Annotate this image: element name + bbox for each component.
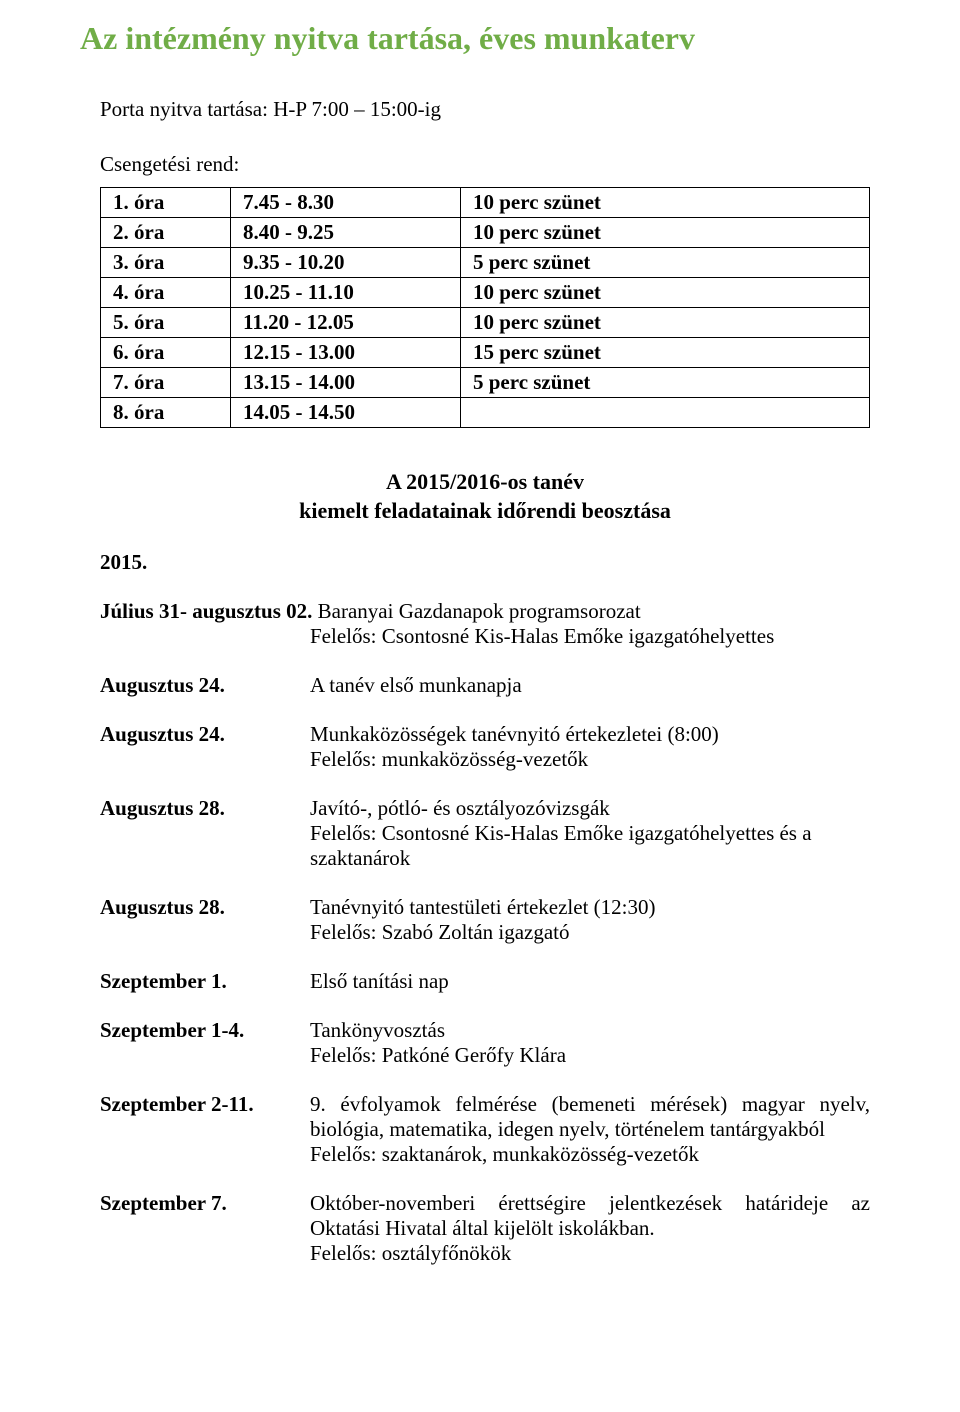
schedule-break: 15 perc szünet: [461, 338, 870, 368]
event-date: Augusztus 28.: [100, 895, 310, 969]
schedule-break: 5 perc szünet: [461, 248, 870, 278]
event-desc-line: Felelős: szaktanárok, munkaközösség-veze…: [310, 1142, 699, 1166]
event-date: Augusztus 24.: [100, 673, 310, 722]
schedule-time: 10.25 - 11.10: [231, 278, 461, 308]
schedule-period: 2. óra: [101, 218, 231, 248]
schedule-break: 5 perc szünet: [461, 368, 870, 398]
schedule-break: [461, 398, 870, 428]
event-desc: Javító-, pótló- és osztályozóvizsgákFele…: [310, 796, 870, 895]
schedule-time: 13.15 - 14.00: [231, 368, 461, 398]
schedule-time: 7.45 - 8.30: [231, 188, 461, 218]
schedule-time: 14.05 - 14.50: [231, 398, 461, 428]
event-desc-line: Felelős: Csontosné Kis-Halas Emőke igazg…: [310, 624, 774, 648]
schedule-time: 8.40 - 9.25: [231, 218, 461, 248]
event-desc-line: Felelős: Patkóné Gerőfy Klára: [310, 1043, 566, 1067]
schedule-table: 1. óra7.45 - 8.3010 perc szünet2. óra8.4…: [100, 187, 870, 428]
event-desc: Tanévnyitó tantestületi értekezlet (12:3…: [310, 895, 870, 969]
schedule-row: 3. óra9.35 - 10.205 perc szünet: [101, 248, 870, 278]
event-desc-line: Október-novemberi érettségire jelentkezé…: [310, 1191, 870, 1240]
schedule-period: 4. óra: [101, 278, 231, 308]
subheading: A 2015/2016-os tanév kiemelt feladataina…: [100, 468, 870, 525]
event-row: Szeptember 7.Október-novemberi érettségi…: [100, 1191, 870, 1290]
event-row: Augusztus 28.Tanévnyitó tantestületi ért…: [100, 895, 870, 969]
schedule-break: 10 perc szünet: [461, 218, 870, 248]
schedule-row: 6. óra12.15 - 13.0015 perc szünet: [101, 338, 870, 368]
schedule-break: 10 perc szünet: [461, 308, 870, 338]
schedule-period: 1. óra: [101, 188, 231, 218]
event-desc: TankönyvosztásFelelős: Patkóné Gerőfy Kl…: [310, 1018, 870, 1092]
event-row: Augusztus 28.Javító-, pótló- és osztályo…: [100, 796, 870, 895]
event-desc-line: Első tanítási nap: [310, 969, 449, 993]
event-date: Augusztus 28.: [100, 796, 310, 895]
event-desc-line: Tankönyvosztás: [310, 1018, 445, 1042]
event-row: Augusztus 24.Munkaközösségek tanévnyitó …: [100, 722, 870, 796]
event-date: Szeptember 2-11.: [100, 1092, 310, 1191]
event-desc-line: Felelős: osztályfőnökök: [310, 1241, 511, 1265]
schedule-row: 4. óra10.25 - 11.1010 perc szünet: [101, 278, 870, 308]
event-desc-line: A tanév első munkanapja: [310, 673, 522, 697]
page-title: Az intézmény nyitva tartása, éves munkat…: [80, 20, 870, 57]
event-date: Szeptember 1.: [100, 969, 310, 1018]
event-row: Szeptember 1-4.TankönyvosztásFelelős: Pa…: [100, 1018, 870, 1092]
event-desc-line: 9. évfolyamok felmérése (bemeneti mérése…: [310, 1092, 870, 1141]
schedule-row: 2. óra8.40 - 9.2510 perc szünet: [101, 218, 870, 248]
schedule-time: 11.20 - 12.05: [231, 308, 461, 338]
event-row: Július 31- augusztus 02. Baranyai Gazdan…: [100, 599, 870, 673]
event-date: Szeptember 7.: [100, 1191, 310, 1290]
schedule-period: 8. óra: [101, 398, 231, 428]
event-desc: Első tanítási nap: [310, 969, 870, 1018]
event-desc-line: Javító-, pótló- és osztályozóvizsgák: [310, 796, 610, 820]
schedule-period: 7. óra: [101, 368, 231, 398]
event-row: Szeptember 1.Első tanítási nap: [100, 969, 870, 1018]
event-row: Szeptember 2-11.9. évfolyamok felmérése …: [100, 1092, 870, 1191]
event-desc-line: Munkaközösségek tanévnyitó értekezletei …: [310, 722, 719, 746]
porta-text: Porta nyitva tartása: H-P 7:00 – 15:00-i…: [100, 97, 870, 122]
event-row: Augusztus 24.A tanév első munkanapja: [100, 673, 870, 722]
event-desc: A tanév első munkanapja: [310, 673, 870, 722]
event-desc: 9. évfolyamok felmérése (bemeneti mérése…: [310, 1092, 870, 1191]
schedule-row: 1. óra7.45 - 8.3010 perc szünet: [101, 188, 870, 218]
csengetesi-label: Csengetési rend:: [100, 152, 870, 177]
event-date: Augusztus 24.: [100, 722, 310, 796]
event-desc-line: Felelős: Szabó Zoltán igazgató: [310, 920, 570, 944]
events-table: 2015.Július 31- augusztus 02. Baranyai G…: [100, 550, 870, 1290]
event-desc: Október-novemberi érettségire jelentkezé…: [310, 1191, 870, 1290]
schedule-break: 10 perc szünet: [461, 278, 870, 308]
schedule-break: 10 perc szünet: [461, 188, 870, 218]
schedule-period: 5. óra: [101, 308, 231, 338]
event-desc-line: Tanévnyitó tantestületi értekezlet (12:3…: [310, 895, 656, 919]
year-label: 2015.: [100, 550, 870, 599]
schedule-time: 9.35 - 10.20: [231, 248, 461, 278]
schedule-row: 8. óra14.05 - 14.50: [101, 398, 870, 428]
event-desc-line: Felelős: Csontosné Kis-Halas Emőke igazg…: [310, 821, 812, 870]
subheading-line2: kiemelt feladatainak időrendi beosztása: [299, 498, 671, 523]
schedule-row: 7. óra13.15 - 14.005 perc szünet: [101, 368, 870, 398]
event-desc: Munkaközösségek tanévnyitó értekezletei …: [310, 722, 870, 796]
subheading-line1: A 2015/2016-os tanév: [386, 469, 584, 494]
event-desc-line: Felelős: munkaközösség-vezetők: [310, 747, 588, 771]
schedule-period: 6. óra: [101, 338, 231, 368]
event-date: Szeptember 1-4.: [100, 1018, 310, 1092]
schedule-time: 12.15 - 13.00: [231, 338, 461, 368]
event-date: Július 31- augusztus 02.: [100, 599, 318, 623]
event-desc-line: Baranyai Gazdanapok programsorozat: [318, 599, 641, 623]
schedule-period: 3. óra: [101, 248, 231, 278]
schedule-row: 5. óra11.20 - 12.0510 perc szünet: [101, 308, 870, 338]
